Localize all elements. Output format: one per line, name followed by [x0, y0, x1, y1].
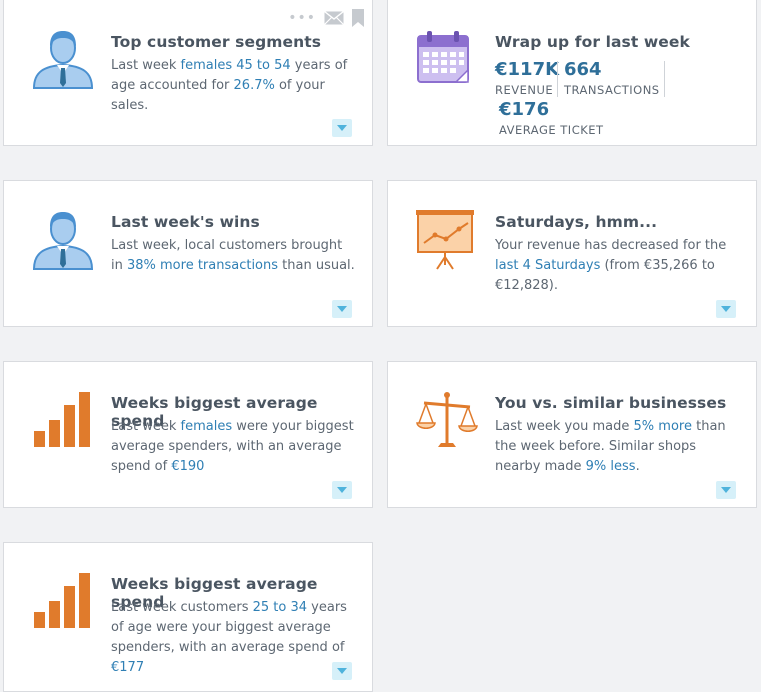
expand-card-button[interactable]: [332, 300, 352, 318]
person-icon: [32, 28, 94, 90]
insight-card-weeks-biggest-average-spend[interactable]: Weeks biggest average spend Last week fe…: [3, 361, 373, 508]
insight-card-last-weeks-wins[interactable]: Last week's wins Last week, local custom…: [3, 180, 373, 327]
body-text: .: [635, 459, 640, 474]
highlighted-value: 9% less: [585, 459, 636, 474]
highlighted-value: females: [180, 419, 233, 434]
highlighted-value: females: [180, 58, 233, 73]
calendar-icon: [416, 30, 478, 92]
stat-value: 664: [564, 59, 602, 80]
highlighted-value: 25 to 34: [252, 600, 308, 615]
highlighted-value: €190: [171, 459, 205, 474]
stat-value: €176: [499, 99, 550, 120]
card-body: Last week customers 25 to 34 years of ag…: [111, 598, 358, 678]
card-title: Weeks biggest average spend: [111, 575, 318, 611]
body-text: Last week you made: [495, 419, 634, 434]
body-text: than the week before. Similar shops near…: [495, 419, 726, 474]
highlighted-value: last 4 Saturdays: [495, 258, 601, 273]
body-text: Last week: [111, 419, 181, 434]
stat-label: TRANSACTIONS: [564, 83, 660, 97]
card-body: Last week you made 5% more than the week…: [495, 417, 742, 477]
highlighted-value: 45 to 54: [236, 58, 291, 73]
expand-card-button[interactable]: [716, 481, 736, 499]
expand-card-button[interactable]: [332, 481, 352, 499]
insight-card-top-customer-segments[interactable]: ••• Top customer segments Last week fema…: [3, 0, 373, 146]
body-text: (from €35,266 to €12,828).: [495, 258, 715, 293]
expand-card-button[interactable]: [332, 119, 352, 137]
insight-card-you-vs-similar-businesses[interactable]: You vs. similar businesses Last week you…: [387, 361, 757, 508]
presentation-chart-icon: [416, 209, 478, 271]
body-text: Last week customers: [111, 600, 253, 615]
expand-card-button[interactable]: [716, 300, 736, 318]
stat-value: €117K: [495, 59, 560, 80]
card-title: Saturdays, hmm...: [495, 213, 658, 231]
highlighted-value: €177: [111, 660, 145, 675]
card-body: Last week females were your biggest aver…: [111, 417, 358, 477]
stat-transactions: 664 TRANSACTIONS: [564, 59, 660, 97]
body-text: than usual.: [278, 258, 355, 273]
card-title: Top customer segments: [111, 33, 322, 51]
insight-card-wrap-up[interactable]: Wrap up for last week €117K REVENUE 664 …: [387, 0, 757, 146]
body-text: Last week, local customers brought in: [111, 238, 343, 273]
card-toolbar: •••: [288, 8, 364, 28]
card-title: Wrap up for last week: [495, 33, 690, 51]
more-options-icon[interactable]: •••: [288, 10, 316, 26]
stat-average-ticket: €176 AVERAGE TICKET: [499, 99, 604, 137]
body-text: Last week: [111, 58, 181, 73]
card-title: Last week's wins: [111, 213, 260, 231]
balance-scale-icon: [416, 390, 478, 452]
body-text: were your biggest average spenders, with…: [111, 419, 354, 474]
bar-chart-icon: [32, 390, 94, 452]
insight-card-weeks-biggest-average-spend-age[interactable]: Weeks biggest average spend Last week cu…: [3, 542, 373, 692]
card-body: Last week females 45 to 54 years of age …: [111, 56, 358, 116]
highlighted-value: 38% more transactions: [126, 258, 279, 273]
card-body: Last week, local customers brought in 38…: [111, 236, 358, 276]
card-body: Your revenue has decreased for the last …: [495, 236, 742, 296]
body-text: Your revenue has decreased for the: [495, 238, 727, 253]
insight-card-saturdays[interactable]: Saturdays, hmm... Your revenue has decre…: [387, 180, 757, 327]
body-text: years of age were your biggest average s…: [111, 600, 347, 655]
stat-label: REVENUE: [495, 83, 554, 97]
bookmark-icon[interactable]: [352, 9, 364, 27]
highlighted-value: 5% more: [633, 419, 692, 434]
email-icon[interactable]: [324, 11, 344, 25]
stat-revenue: €117K REVENUE: [495, 59, 559, 97]
card-title: Weeks biggest average spend: [111, 394, 318, 430]
body-text: years of age accounted for: [111, 58, 348, 93]
bar-chart-icon: [32, 571, 94, 633]
body-text: of your sales.: [111, 78, 325, 113]
expand-card-button[interactable]: [332, 662, 352, 680]
person-icon: [32, 209, 94, 271]
card-title: You vs. similar businesses: [495, 394, 727, 412]
stat-label: AVERAGE TICKET: [499, 123, 604, 137]
stat-divider: [664, 61, 665, 97]
highlighted-value: 26.7%: [233, 78, 275, 93]
stat-divider: [557, 61, 558, 97]
